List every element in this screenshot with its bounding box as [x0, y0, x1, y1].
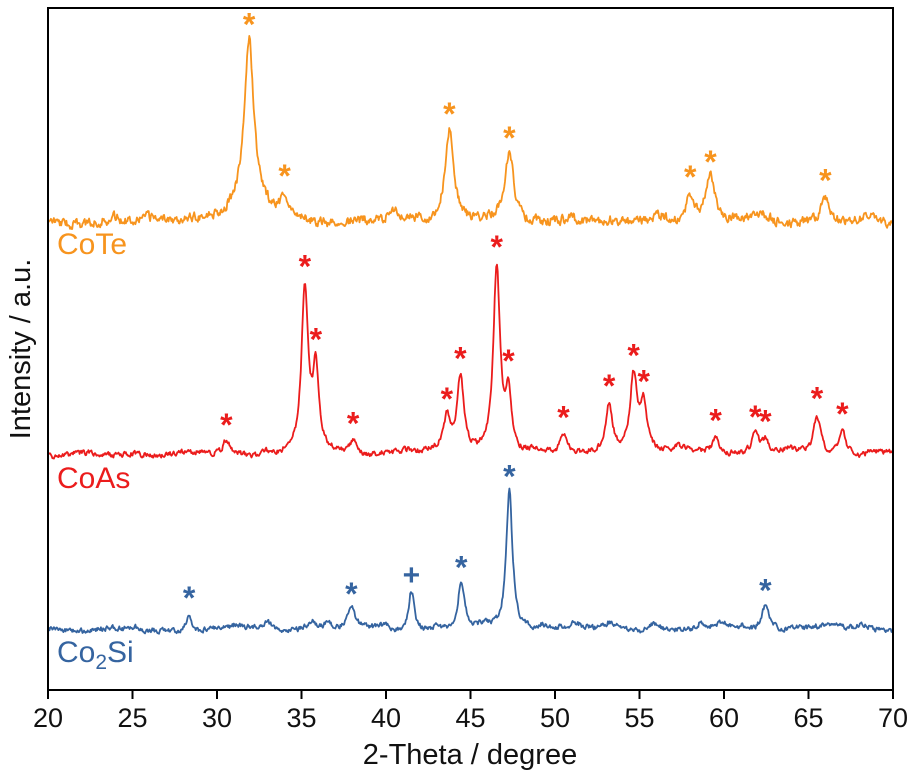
x-tick-label: 60	[709, 703, 739, 733]
star-peak-marker-CoTe: *	[443, 96, 456, 132]
trace-CoAs	[48, 263, 893, 460]
series-labels-layer: CoTe CoAs Co2Si	[57, 228, 134, 674]
x-tick-label: 20	[33, 703, 63, 733]
star-peak-marker-CoAs: *	[637, 364, 650, 400]
x-tick-label: 65	[793, 703, 823, 733]
star-peak-marker-CoAs: *	[502, 343, 515, 379]
trace-Co2Si	[48, 487, 893, 635]
peak-markers-layer: ***** *************** *** ** *+ ***	[183, 7, 849, 616]
series-label-CoTe: CoTe	[57, 228, 127, 261]
star-peak-marker-CoTe: *	[243, 7, 256, 43]
star-peak-marker-CoAs: *	[603, 368, 616, 404]
axes-layer: 20 25 30 35 40 45 50 55 60 65 70	[33, 7, 908, 733]
x-tick-label: 35	[286, 703, 316, 733]
star-peak-marker-CoTe: *	[684, 159, 697, 195]
star-peak-marker-CoTe: *	[278, 158, 291, 194]
star-peak-marker-CoAs: *	[441, 381, 454, 417]
x-tick-label: 55	[624, 703, 654, 733]
x-tick-label: 70	[878, 703, 908, 733]
x-tick-label: 50	[540, 703, 570, 733]
star-peak-marker-CoAs: *	[220, 407, 233, 443]
y-axis-label: Intensity / a.u.	[5, 259, 37, 440]
star-peak-marker-CoAs: *	[347, 406, 360, 442]
star-peak-marker-CoAs: *	[627, 338, 640, 374]
star-peak-marker-CoAs: *	[759, 404, 772, 440]
star-peak-marker-Co2Si: *	[503, 458, 516, 494]
star-peak-marker-CoAs: *	[836, 396, 849, 432]
star-peak-marker-CoAs: *	[709, 403, 722, 439]
star-peak-marker-CoAs: *	[310, 322, 323, 358]
star-peak-marker-CoTe: *	[819, 163, 832, 199]
star-peak-marker-CoTe: *	[704, 144, 717, 180]
star-peak-marker-CoTe: *	[503, 120, 516, 156]
star-peak-marker-CoAs: *	[557, 400, 570, 436]
star-peak-marker-Co2Si: *	[183, 580, 196, 616]
star-peak-marker-CoAs: *	[749, 399, 762, 435]
traces-layer	[48, 35, 893, 635]
star-peak-marker-Co2Si: *	[455, 550, 468, 586]
x-axis-label: 2-Theta / degree	[363, 739, 577, 771]
star-peak-marker-Co2Si: *	[345, 576, 358, 612]
star-peak-marker-CoAs: *	[299, 248, 312, 284]
star-peak-marker-CoAs: *	[490, 229, 503, 265]
star-peak-marker-CoAs: *	[811, 381, 824, 417]
x-tick-label: 25	[117, 703, 147, 733]
x-tick-label: 30	[202, 703, 232, 733]
x-tick-label: 40	[371, 703, 401, 733]
star-peak-marker-CoAs: *	[454, 341, 467, 377]
series-label-Co2Si: Co2Si	[57, 636, 134, 674]
trace-CoTe	[48, 35, 893, 230]
series-label-CoAs: CoAs	[57, 462, 130, 495]
x-tick-label: 45	[455, 703, 485, 733]
star-peak-marker-Co2Si: *	[759, 572, 772, 608]
plus-peak-marker-Co2Si: +	[403, 559, 421, 592]
